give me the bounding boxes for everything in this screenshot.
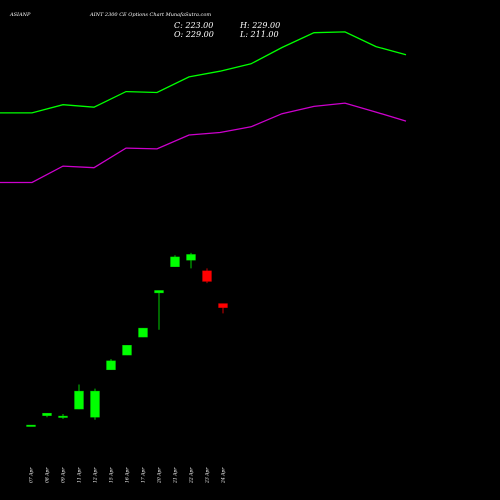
close-price-label: C: 223.00 [174, 21, 214, 30]
x-tick-label: 21 Apr [173, 467, 179, 484]
candle-07-apr [26, 424, 36, 427]
candle-body [202, 270, 212, 282]
candle-08-apr [42, 412, 52, 418]
symbol-label: ASIANP [10, 12, 31, 18]
x-tick-label: 15 Apr [109, 467, 115, 483]
chart-subtitle: AINT 2300 CE Options Chart MunafaSutra.c… [90, 12, 212, 18]
x-tick-label: 07 Apr [29, 467, 35, 483]
candle-09-apr [58, 414, 68, 419]
x-tick-label: 16 Apr [125, 467, 131, 483]
open-price-label: O: 229.00 [174, 30, 214, 39]
high-price-label: H: 229.00 [240, 21, 281, 30]
x-tick-label: 08 Apr [45, 467, 51, 483]
x-tick-label: 20 Apr [157, 467, 163, 484]
candle-22-apr [186, 252, 196, 269]
candle-body [58, 415, 68, 418]
candle-body [42, 412, 52, 416]
candle-21-apr [170, 255, 180, 267]
candle-body [138, 327, 148, 338]
candle-24-apr [218, 303, 228, 314]
x-tick-label: 22 Apr [189, 467, 195, 484]
candle-body [122, 345, 132, 356]
x-axis-tick-labels: 07 Apr 08 Apr 09 Apr 11 Apr 12 Apr 15 Apr 16 A… [29, 467, 227, 484]
candle-body [186, 254, 196, 261]
candle-16-apr [122, 345, 132, 356]
candle-body [170, 256, 180, 267]
x-tick-label: 17 Apr [141, 467, 147, 483]
candle-12-apr [90, 388, 100, 420]
x-tick-label: 11 Apr [77, 467, 83, 483]
candle-17-apr [138, 327, 148, 338]
candle-body [90, 390, 100, 418]
x-tick-label: 24 Apr [221, 467, 227, 484]
x-tick-label: 09 Apr [61, 467, 67, 483]
upper-band-line [0, 31, 407, 114]
lower-band-line [0, 102, 407, 184]
candle-11-apr [74, 384, 84, 410]
candle-body [26, 424, 36, 427]
bands-layer [0, 31, 407, 184]
x-tick-label: 12 Apr [93, 467, 99, 483]
candles-layer [26, 252, 228, 427]
candle-body [106, 360, 116, 371]
candle-body [74, 390, 84, 410]
candle-20-apr [154, 290, 164, 330]
candle-23-apr [202, 268, 212, 284]
candle-15-apr [106, 359, 116, 371]
low-price-label: L: 211.00 [240, 30, 279, 39]
candle-body [218, 303, 228, 308]
candle-body [154, 290, 164, 294]
x-tick-label: 23 Apr [205, 467, 211, 484]
